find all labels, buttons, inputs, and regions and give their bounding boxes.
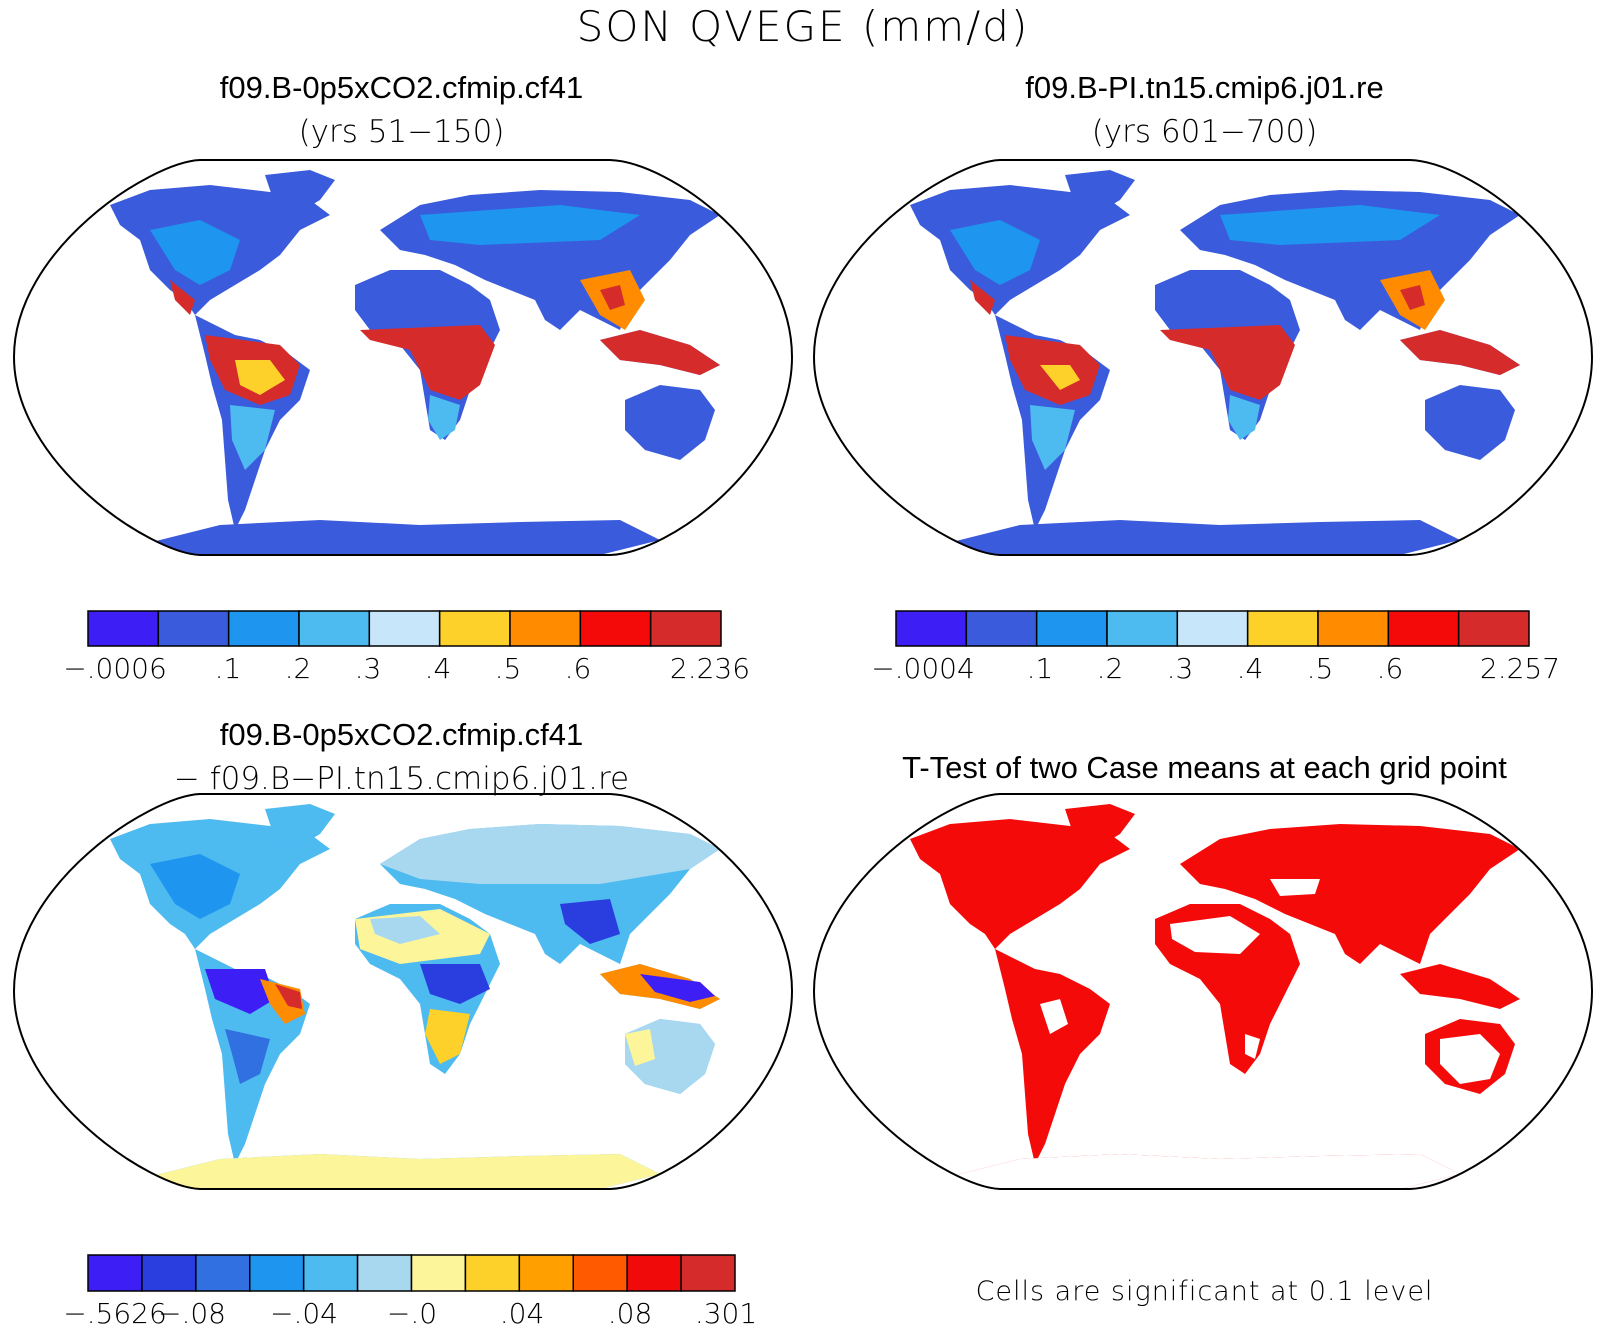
panel-title-top-left: f09.B-0p5xCO2.cfmip.cf41 [219, 70, 584, 105]
detail-top-left [150, 205, 720, 470]
colorbar-swatch [1035, 610, 1108, 647]
frame-bottom-right [812, 793, 1594, 1190]
colorbar-swatch [626, 1254, 682, 1292]
colorbar-tick-label: 2.257 [1480, 652, 1560, 685]
colorbar-tick-label: .6 [565, 652, 592, 685]
colorbar-swatch [141, 1254, 197, 1292]
panel-title-bottom-left: f09.B-0p5xCO2.cfmip.cf41 [219, 717, 584, 752]
colorbar-swatch [1106, 610, 1179, 647]
colorbar-tick-label: .3 [355, 652, 382, 685]
colorbar-tick-label: −.0006 [63, 652, 167, 685]
map-bottom-right [910, 804, 1520, 1189]
colorbar-swatch [356, 1254, 413, 1292]
colorbar-tick-label: −.08 [158, 1297, 226, 1327]
panel-subtitle-top-left: (yrs 51−150) [298, 114, 505, 150]
colorbar-swatch [87, 610, 160, 647]
colorbar-tick-label: .3 [1167, 652, 1194, 685]
colorbar-top-left: −.0006 .1 .2 .3 .4 .5 .6 2.236 [63, 610, 750, 685]
colorbar-swatch [438, 610, 511, 647]
frame-top-left [12, 159, 794, 556]
colorbar-swatch [227, 610, 300, 647]
colorbar-swatch [195, 1254, 251, 1292]
colorbar-tick-label: .4 [1237, 652, 1264, 685]
panel-title-bottom-right: T-Test of two Case means at each grid po… [902, 750, 1507, 785]
panel-subtitle-top-right: (yrs 601−700) [1091, 114, 1318, 150]
colorbar-swatch [572, 1254, 628, 1292]
colorbar-top-right: −.0004 .1 .2 .3 .4 .5 .6 2.257 [871, 610, 1560, 685]
colorbar-swatch [649, 610, 722, 647]
frame-top-right [812, 159, 1594, 556]
colorbar-swatch [368, 610, 441, 647]
colorbar-tick-label: .1 [215, 652, 242, 685]
colorbar-tick-label: −.0 [387, 1297, 437, 1327]
colorbar-tick-label: −.5626 [63, 1297, 167, 1327]
colorbar-swatch [1457, 610, 1530, 647]
colorbar-bottom-left: −.5626−.08 −.04 −.0 .04 .08 .301 [63, 1254, 757, 1327]
colorbar-swatch [298, 610, 371, 647]
colorbar-tick-label: .08 [608, 1297, 653, 1327]
colorbar-tick-label: −.04 [270, 1297, 338, 1327]
colorbar-swatch [410, 1254, 467, 1292]
colorbar-swatch [1387, 610, 1460, 647]
colorbar-swatch [680, 1254, 736, 1292]
map-bottom-left [110, 804, 720, 1189]
colorbar-tick-label: .4 [425, 652, 452, 685]
colorbar-swatch [509, 610, 582, 647]
colorbar-swatch [1246, 610, 1319, 647]
colorbar-tick-label: 2.236 [670, 652, 750, 685]
colorbar-tick-label: .5 [1307, 652, 1334, 685]
colorbar-tick-label: .2 [285, 652, 312, 685]
panel-subtitle-bottom-left: − f09.B−PI.tn15.cmip6.j01.re [173, 761, 630, 797]
colorbar-swatch [464, 1254, 521, 1292]
colorbar-tick-label: .301 [695, 1297, 757, 1327]
colorbar-swatch [1317, 610, 1390, 647]
colorbar-swatch [895, 610, 968, 647]
colorbar-tick-label: .5 [495, 652, 522, 685]
significance-note: Cells are significant at 0.1 level [975, 1276, 1434, 1307]
colorbar-swatch [1176, 610, 1249, 647]
colorbar-swatch [87, 1254, 143, 1292]
colorbar-swatch [157, 610, 230, 647]
colorbar-swatch [249, 1254, 305, 1292]
colorbar-tick-label: −.0004 [871, 652, 975, 685]
map-top-right [910, 170, 1520, 555]
colorbar-tick-label: .6 [1377, 652, 1404, 685]
map-top-left [110, 170, 720, 555]
colorbar-swatch [965, 610, 1038, 647]
colorbar-tick-label: .04 [500, 1297, 545, 1327]
colorbar-swatch [518, 1254, 574, 1292]
colorbar-tick-label: .2 [1097, 652, 1124, 685]
colorbar-tick-label: .1 [1027, 652, 1054, 685]
colorbar-swatch [579, 610, 652, 647]
frame-bottom-left [12, 793, 794, 1190]
colorbar-swatch [302, 1254, 359, 1292]
figure-title: SON QVEGE (mm/d) [576, 2, 1030, 51]
panel-title-top-right: f09.B-PI.tn15.cmip6.j01.re [1025, 70, 1384, 105]
